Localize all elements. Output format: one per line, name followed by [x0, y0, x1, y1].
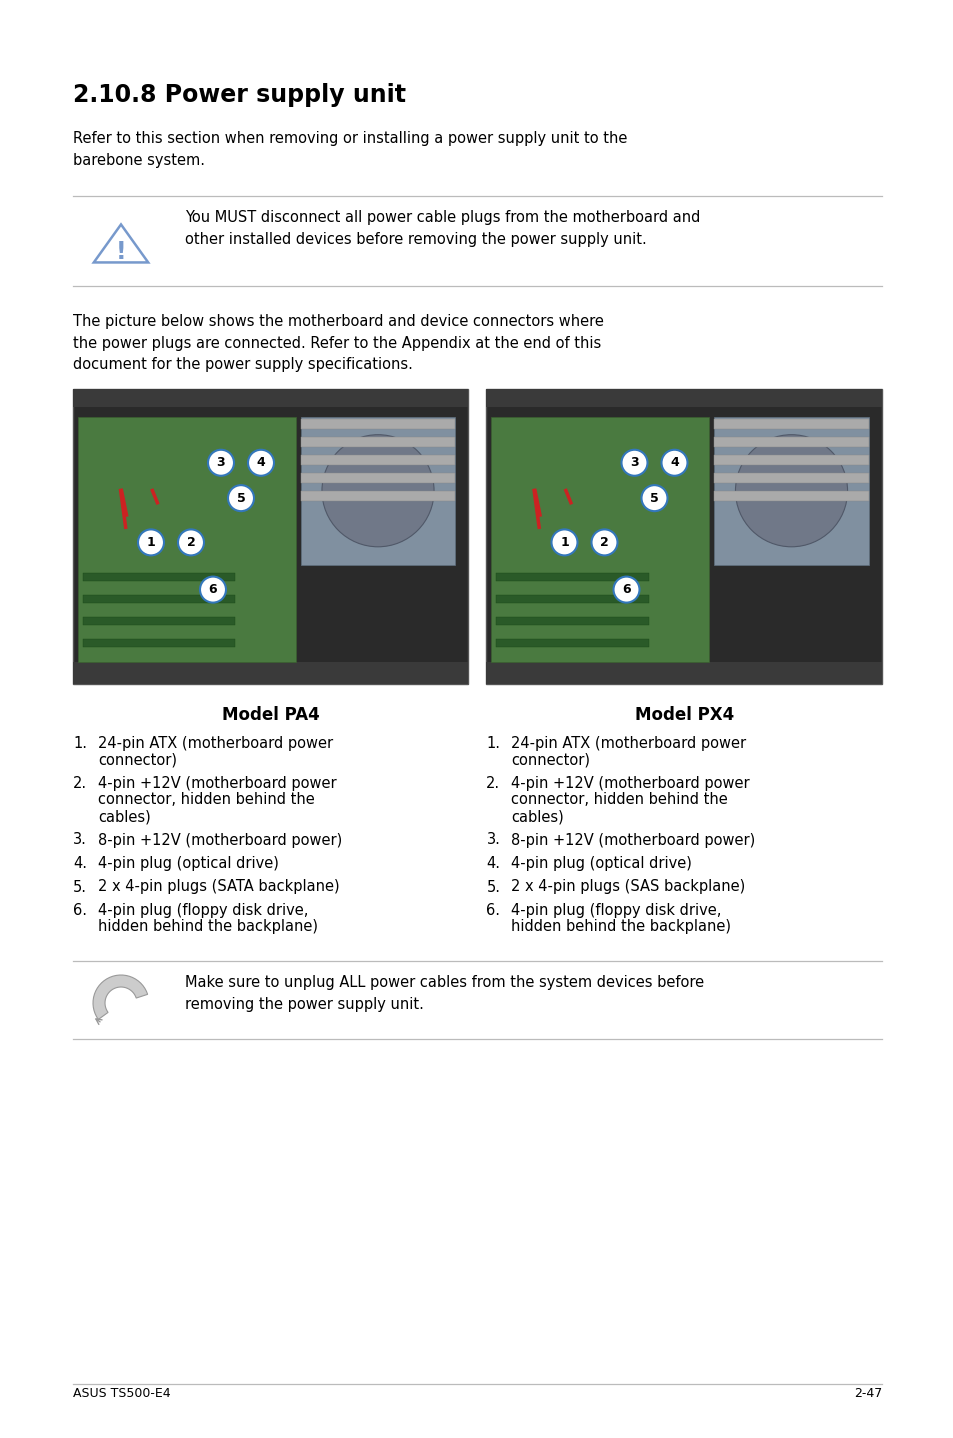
Circle shape — [248, 450, 274, 476]
Text: 8-pin +12V (motherboard power): 8-pin +12V (motherboard power) — [511, 833, 755, 847]
Text: 2-47: 2-47 — [853, 1388, 882, 1401]
Text: 2 x 4-pin plugs (SAS backplane): 2 x 4-pin plugs (SAS backplane) — [511, 880, 745, 894]
Text: ASUS TS500-E4: ASUS TS500-E4 — [73, 1388, 171, 1401]
Text: connector): connector) — [98, 752, 177, 768]
Text: 5.: 5. — [486, 880, 500, 894]
FancyBboxPatch shape — [300, 490, 455, 500]
Polygon shape — [92, 975, 148, 1020]
Text: 4: 4 — [256, 456, 265, 469]
FancyBboxPatch shape — [713, 454, 868, 464]
Text: 6: 6 — [209, 582, 217, 597]
FancyBboxPatch shape — [83, 595, 235, 603]
Circle shape — [735, 434, 846, 546]
Text: 3: 3 — [630, 456, 639, 469]
Text: Make sure to unplug ALL power cables from the system devices before
removing the: Make sure to unplug ALL power cables fro… — [185, 975, 703, 1011]
Text: Model PX4: Model PX4 — [634, 706, 733, 723]
Circle shape — [200, 577, 226, 603]
FancyBboxPatch shape — [300, 437, 455, 447]
FancyBboxPatch shape — [496, 638, 648, 647]
Text: 1: 1 — [559, 536, 568, 549]
FancyBboxPatch shape — [713, 417, 868, 565]
Text: Refer to this section when removing or installing a power supply unit to the
bar: Refer to this section when removing or i… — [73, 131, 627, 168]
Text: 8-pin +12V (motherboard power): 8-pin +12V (motherboard power) — [98, 833, 342, 847]
Text: 4-pin plug (optical drive): 4-pin plug (optical drive) — [511, 856, 692, 871]
FancyBboxPatch shape — [300, 418, 455, 429]
Text: 6.: 6. — [486, 903, 500, 917]
FancyBboxPatch shape — [300, 473, 455, 483]
Text: 3: 3 — [216, 456, 225, 469]
Text: 5.: 5. — [73, 880, 87, 894]
Text: You MUST disconnect all power cable plugs from the motherboard and
other install: You MUST disconnect all power cable plug… — [185, 210, 700, 246]
Text: hidden behind the backplane): hidden behind the backplane) — [511, 919, 731, 935]
FancyBboxPatch shape — [496, 572, 648, 581]
Text: 1: 1 — [147, 536, 155, 549]
Text: 1.: 1. — [73, 736, 87, 751]
Text: 4-pin plug (optical drive): 4-pin plug (optical drive) — [98, 856, 278, 871]
Circle shape — [591, 529, 617, 555]
FancyBboxPatch shape — [73, 390, 468, 684]
FancyBboxPatch shape — [73, 661, 468, 684]
FancyBboxPatch shape — [486, 390, 882, 684]
Circle shape — [640, 485, 667, 510]
Text: !: ! — [115, 240, 126, 265]
Text: 4-pin plug (floppy disk drive,: 4-pin plug (floppy disk drive, — [511, 903, 721, 917]
Text: 5: 5 — [649, 492, 659, 505]
FancyBboxPatch shape — [78, 417, 295, 661]
Text: 3.: 3. — [73, 833, 87, 847]
Text: 4-pin +12V (motherboard power: 4-pin +12V (motherboard power — [98, 777, 336, 791]
FancyBboxPatch shape — [486, 661, 882, 684]
FancyBboxPatch shape — [300, 417, 455, 565]
Text: 2: 2 — [599, 536, 608, 549]
Circle shape — [613, 577, 639, 603]
Text: 24-pin ATX (motherboard power: 24-pin ATX (motherboard power — [511, 736, 746, 751]
FancyBboxPatch shape — [713, 490, 868, 500]
Circle shape — [321, 434, 434, 546]
Circle shape — [228, 485, 253, 510]
Text: cables): cables) — [98, 810, 151, 824]
FancyBboxPatch shape — [83, 572, 235, 581]
Text: Model PA4: Model PA4 — [222, 706, 319, 723]
Text: 1.: 1. — [486, 736, 500, 751]
Text: 4.: 4. — [73, 856, 87, 871]
FancyBboxPatch shape — [73, 390, 468, 407]
Circle shape — [208, 450, 233, 476]
FancyBboxPatch shape — [496, 595, 648, 603]
Circle shape — [551, 529, 577, 555]
Text: The picture below shows the motherboard and device connectors where
the power pl: The picture below shows the motherboard … — [73, 313, 603, 372]
FancyBboxPatch shape — [300, 454, 455, 464]
Text: 5: 5 — [236, 492, 245, 505]
Circle shape — [620, 450, 647, 476]
Text: hidden behind the backplane): hidden behind the backplane) — [98, 919, 317, 935]
Text: 3.: 3. — [486, 833, 500, 847]
Text: 4-pin plug (floppy disk drive,: 4-pin plug (floppy disk drive, — [98, 903, 308, 917]
FancyBboxPatch shape — [713, 437, 868, 447]
Text: 6.: 6. — [73, 903, 87, 917]
Text: 2: 2 — [187, 536, 195, 549]
Text: 4-pin +12V (motherboard power: 4-pin +12V (motherboard power — [511, 777, 749, 791]
Text: 24-pin ATX (motherboard power: 24-pin ATX (motherboard power — [98, 736, 333, 751]
Text: 2.: 2. — [486, 777, 500, 791]
FancyBboxPatch shape — [713, 473, 868, 483]
Text: cables): cables) — [511, 810, 563, 824]
Text: 4.: 4. — [486, 856, 500, 871]
Text: connector, hidden behind the: connector, hidden behind the — [511, 792, 727, 808]
Text: connector): connector) — [511, 752, 590, 768]
Text: 2 x 4-pin plugs (SATA backplane): 2 x 4-pin plugs (SATA backplane) — [98, 880, 339, 894]
Text: 2.10.8 Power supply unit: 2.10.8 Power supply unit — [73, 83, 406, 106]
FancyBboxPatch shape — [713, 418, 868, 429]
Circle shape — [660, 450, 687, 476]
FancyBboxPatch shape — [491, 417, 708, 661]
Circle shape — [178, 529, 204, 555]
FancyBboxPatch shape — [83, 638, 235, 647]
Text: 6: 6 — [621, 582, 630, 597]
Text: connector, hidden behind the: connector, hidden behind the — [98, 792, 314, 808]
FancyBboxPatch shape — [496, 617, 648, 626]
Text: 4: 4 — [669, 456, 679, 469]
FancyBboxPatch shape — [486, 390, 882, 407]
Circle shape — [138, 529, 164, 555]
FancyBboxPatch shape — [83, 617, 235, 626]
Text: 2.: 2. — [72, 777, 87, 791]
